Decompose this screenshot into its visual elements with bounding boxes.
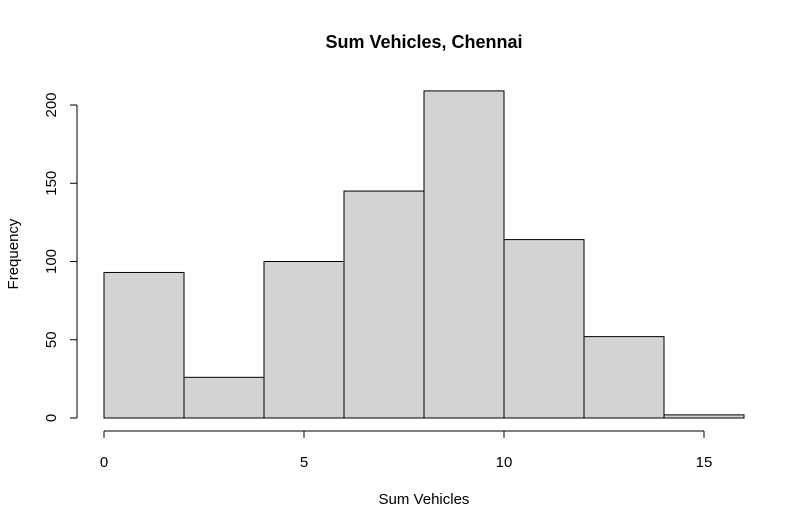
- histogram-bar: [503, 239, 585, 419]
- y-tick-label: 200: [43, 92, 60, 117]
- x-tick-label: 0: [100, 454, 108, 471]
- histogram-bar: [263, 261, 345, 419]
- y-tick-label: 0: [43, 414, 60, 422]
- x-axis-label: Sum Vehicles: [379, 491, 470, 508]
- bars-group: [103, 90, 745, 419]
- x-tick-label: 15: [696, 454, 713, 471]
- y-axis: 0 50 100 150 200: [43, 92, 78, 422]
- y-tick-label: 50: [43, 331, 60, 348]
- chart-title: Sum Vehicles, Chennai: [325, 32, 522, 52]
- histogram-bar: [423, 90, 505, 419]
- y-tick-label: 100: [43, 249, 60, 274]
- x-axis: 0 5 10 15: [100, 430, 713, 471]
- histogram-bar: [583, 336, 665, 419]
- histogram-bar: [183, 376, 265, 419]
- histogram-bar: [103, 271, 185, 419]
- x-tick-label: 10: [496, 454, 513, 471]
- histogram-bar: [343, 190, 425, 419]
- x-tick-label: 5: [300, 454, 308, 471]
- histogram-bar: [663, 414, 745, 419]
- y-tick-label: 150: [43, 171, 60, 196]
- y-axis-label: Frequency: [5, 218, 22, 289]
